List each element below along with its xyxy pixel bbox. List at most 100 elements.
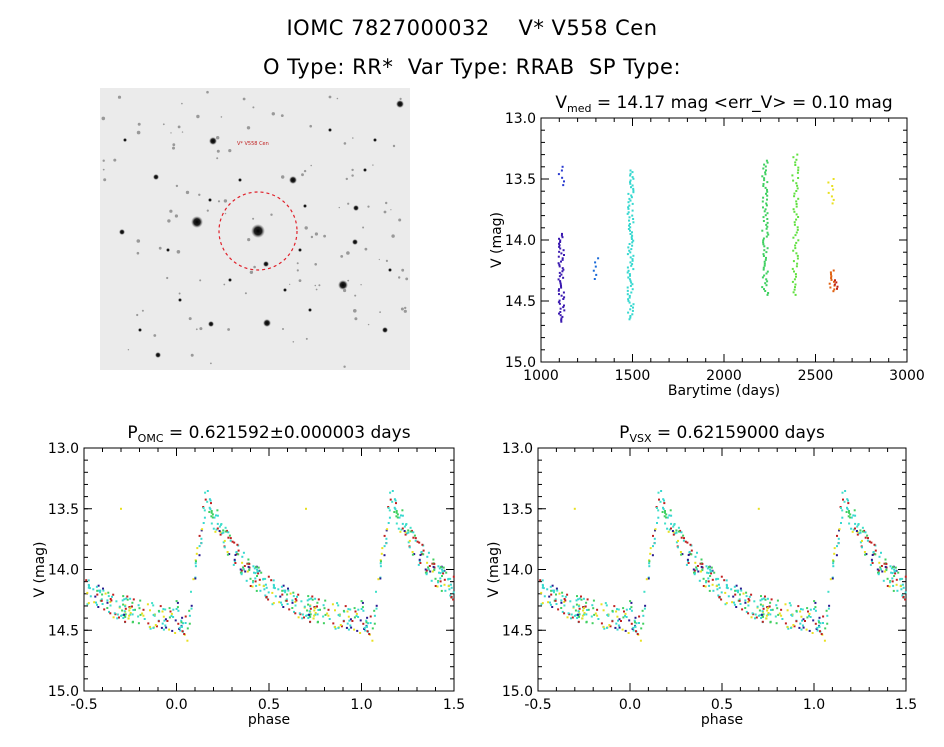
- lightcurve-point: [764, 171, 767, 174]
- phase-point: [400, 514, 402, 517]
- phase-point: [124, 605, 127, 608]
- phase-point: [846, 498, 849, 501]
- phase-point: [132, 609, 135, 611]
- phase-point: [697, 570, 700, 573]
- phase-point: [424, 568, 427, 571]
- phase-point: [233, 558, 236, 561]
- phase-point: [393, 506, 396, 509]
- sky-faint-star: [102, 168, 105, 171]
- phase-point: [253, 567, 256, 570]
- phase-point: [96, 603, 98, 606]
- y-tick-label: 14.5: [502, 623, 533, 639]
- phase-point: [449, 583, 452, 586]
- phase-point: [727, 595, 730, 598]
- lightcurve-point: [762, 167, 765, 170]
- lightcurve-point: [561, 270, 564, 273]
- phase-point: [708, 584, 711, 587]
- phase-point: [237, 549, 240, 552]
- phase-point: [837, 537, 840, 540]
- phase-point: [902, 586, 905, 589]
- sky-star: [373, 138, 377, 142]
- phase-point: [233, 560, 236, 563]
- lightcurve-point: [765, 223, 768, 226]
- phase-point: [705, 580, 708, 583]
- phase-point: [770, 598, 773, 601]
- phase-point: [841, 491, 844, 494]
- phase-point: [854, 522, 857, 525]
- phase-point: [816, 626, 819, 629]
- phase-point: [308, 610, 311, 613]
- phase-point: [770, 609, 773, 611]
- phase-point: [766, 609, 769, 612]
- phase-point: [298, 612, 301, 615]
- lightcurve-point: [562, 249, 565, 252]
- phase-point: [832, 560, 835, 563]
- phase-point: [615, 622, 618, 625]
- plot-title: Vmed = 14.17 mag <err_V> = 0.10 mag: [555, 93, 892, 115]
- lightcurve-point: [632, 189, 635, 192]
- phase-point: [424, 571, 427, 574]
- phase-point: [95, 585, 98, 588]
- phase-point: [832, 565, 835, 568]
- lightcurve-point: [627, 246, 630, 249]
- phase-point: [822, 615, 825, 618]
- phase-point: [745, 591, 748, 594]
- phase-point: [850, 527, 853, 530]
- phase-point: [592, 599, 595, 602]
- phase-point: [401, 527, 404, 530]
- phase-point: [693, 571, 695, 574]
- x-axis-label: Barytime (days): [668, 383, 780, 399]
- phase-point: [92, 588, 95, 591]
- phase-point: [210, 522, 213, 525]
- phase-point: [702, 577, 705, 580]
- lightcurve-point: [559, 281, 562, 284]
- lightcurve-point: [833, 283, 836, 286]
- phase-point: [367, 622, 369, 625]
- phase-point: [254, 580, 257, 583]
- phase-point: [602, 609, 605, 612]
- phase-point: [96, 593, 99, 596]
- phase-point: [614, 626, 617, 629]
- sky-faint-star: [195, 328, 198, 331]
- phase-point: [375, 607, 378, 610]
- phase-point: [894, 566, 897, 569]
- phase-point: [264, 583, 267, 586]
- lightcurve-point: [796, 228, 799, 231]
- phase-point: [641, 609, 644, 612]
- phase-point: [582, 597, 585, 600]
- sky-faint-star: [379, 311, 381, 313]
- phase-point: [571, 616, 574, 619]
- phase-point: [816, 629, 819, 632]
- lightcurve-point: [630, 238, 633, 240]
- lightcurve-point: [559, 239, 562, 242]
- phase-point: [674, 532, 677, 535]
- lightcurve-point: [629, 174, 632, 177]
- phase-point: [252, 580, 255, 583]
- phase-point: [622, 607, 625, 610]
- phase-point: [585, 601, 588, 604]
- phase-point: [680, 536, 683, 539]
- phase-point: [200, 529, 203, 532]
- phase-point: [316, 621, 319, 624]
- phase-point: [819, 622, 822, 625]
- lightcurve-point: [560, 286, 563, 289]
- phase-point: [735, 606, 738, 608]
- x-tick-label: 1.0: [803, 697, 825, 713]
- lightcurve-point: [793, 221, 796, 224]
- phase-point: [899, 585, 902, 588]
- phase-point: [656, 507, 658, 509]
- sky-faint-star: [190, 353, 194, 357]
- lightcurve-point: [792, 236, 795, 239]
- phase-point: [586, 598, 589, 601]
- sky-faint-star: [188, 317, 192, 321]
- phase-point: [243, 565, 246, 567]
- lightcurve-point: [561, 176, 564, 179]
- sky-faint-star: [304, 226, 308, 230]
- phase-point: [639, 639, 642, 642]
- sky-faint-star: [216, 136, 220, 140]
- sky-faint-star: [347, 279, 350, 282]
- phase-point: [734, 589, 737, 592]
- phase-point: [581, 617, 584, 620]
- phase-point: [656, 522, 658, 524]
- phase-point: [668, 514, 671, 517]
